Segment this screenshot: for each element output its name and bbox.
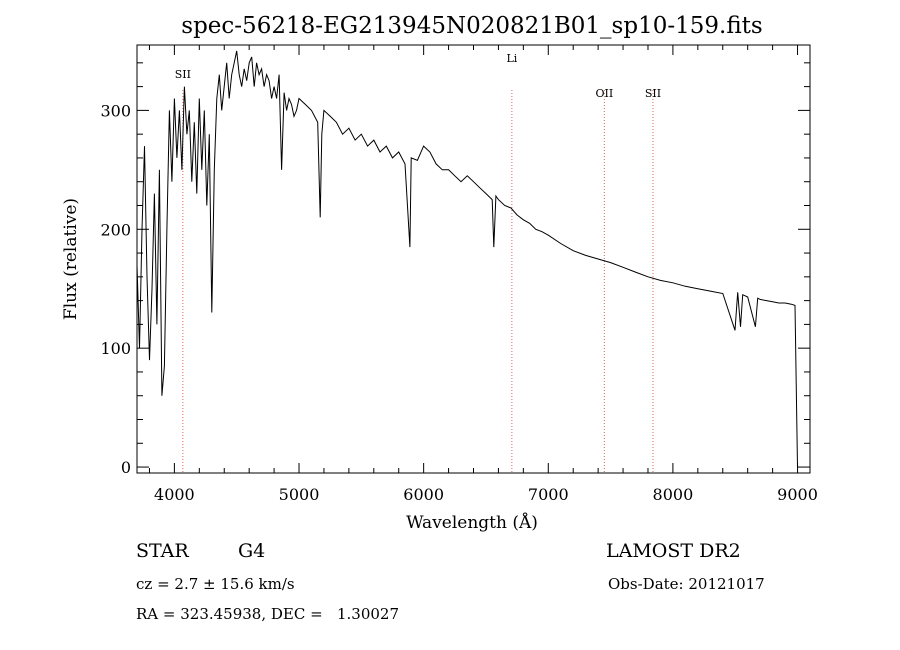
x-tick-label: 5000: [279, 485, 320, 504]
y-axis-ticks: 0 100 200 300: [100, 62, 810, 477]
x-tick-label: 9000: [777, 485, 818, 504]
y-tick-label: 200: [100, 220, 131, 239]
redshift-velocity: cz = 2.7 ± 15.6 km/s: [136, 575, 295, 593]
x-tick-label: 7000: [528, 485, 569, 504]
y-tick-label: 300: [100, 101, 131, 120]
object-subclass: G4: [238, 540, 266, 562]
observation-date: Obs-Date: 20121017: [608, 575, 765, 593]
spectrum-line: [136, 50, 798, 468]
x-axis-ticks: 4000 5000 6000 7000 8000 9000: [148, 45, 818, 504]
line-annotation-label: SII: [175, 68, 191, 81]
line-annotation-label: SII: [645, 87, 661, 100]
chart-title: spec-56218-EG213945N020821B01_sp10-159.f…: [181, 13, 762, 39]
coordinates: RA = 323.45938, DEC = 1.30027: [136, 605, 400, 623]
plot-frame: [136, 44, 811, 474]
y-tick-label: 0: [121, 458, 131, 477]
x-axis-label: Wavelength (Å): [406, 512, 538, 533]
x-tick-label: 4000: [154, 485, 195, 504]
x-tick-label: 6000: [403, 485, 444, 504]
line-annotation-label: Li: [506, 52, 517, 65]
data-release: LAMOST DR2: [606, 540, 741, 562]
y-axis-label: Flux (relative): [61, 198, 81, 320]
x-tick-label: 8000: [653, 485, 694, 504]
line-annotation-label: OII: [596, 87, 614, 100]
object-class: STAR: [136, 540, 189, 562]
line-annotations: SII Li OII SII: [175, 52, 661, 100]
y-tick-label: 100: [100, 339, 131, 358]
line-markers: [182, 90, 654, 473]
